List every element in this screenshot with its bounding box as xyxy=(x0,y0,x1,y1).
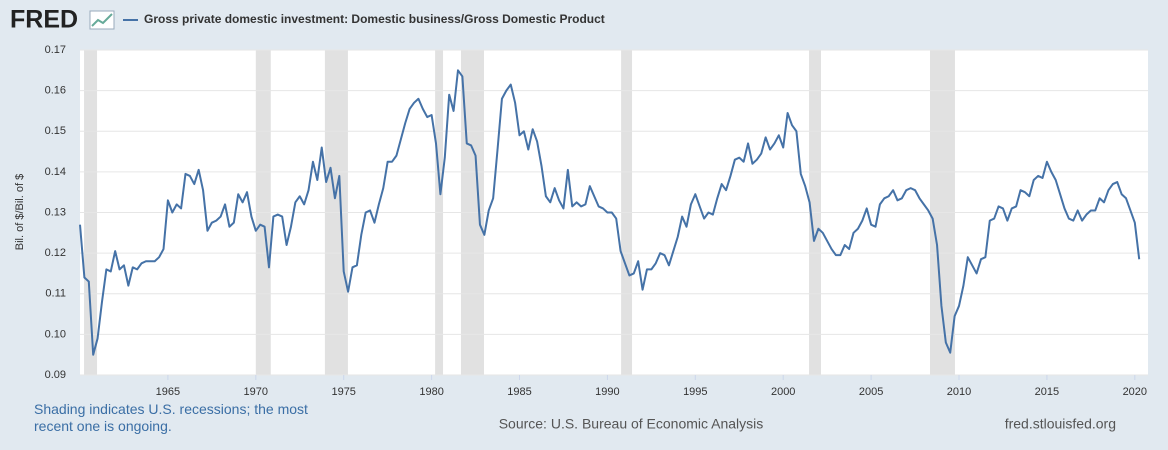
x-tick-label: 1970 xyxy=(244,386,268,398)
x-tick-label: 1965 xyxy=(156,386,180,398)
x-tick-label: 2000 xyxy=(771,386,795,398)
x-tick-label: 1990 xyxy=(595,386,619,398)
y-tick-label: 0.16 xyxy=(45,85,66,97)
site-link: fred.stlouisfed.org xyxy=(1005,416,1116,432)
x-tick-label: 1995 xyxy=(683,386,707,398)
y-tick-label: 0.15 xyxy=(45,125,66,137)
x-tick-label: 2015 xyxy=(1035,386,1059,398)
y-tick-label: 0.14 xyxy=(45,166,66,178)
x-tick-label: 1985 xyxy=(507,386,531,398)
y-tick-label: 0.13 xyxy=(45,206,66,218)
source: Source: U.S. Bureau of Economic Analysis xyxy=(499,416,764,432)
x-tick-label: 2010 xyxy=(947,386,971,398)
y-tick-label: 0.17 xyxy=(45,44,66,56)
series-line xyxy=(79,69,1141,356)
y-tick-label: 0.10 xyxy=(45,328,66,340)
logo-icon xyxy=(89,10,115,30)
y-tick-label: 0.09 xyxy=(45,369,66,381)
y-tick-label: 0.12 xyxy=(45,247,66,259)
y-tick-label: 0.11 xyxy=(45,288,66,300)
x-tick-label: 2005 xyxy=(859,386,883,398)
x-tick-label: 1975 xyxy=(331,386,355,398)
logo: FRED xyxy=(10,6,78,34)
legend-label: Gross private domestic investment: Domes… xyxy=(144,12,605,26)
recession-note: Shading indicates U.S. recessions; the m… xyxy=(34,401,308,434)
x-tick-label: 2020 xyxy=(1123,386,1147,398)
y-axis-label: Bil. of $/Bil. of $ xyxy=(14,174,26,250)
x-tick-label: 1980 xyxy=(419,386,443,398)
